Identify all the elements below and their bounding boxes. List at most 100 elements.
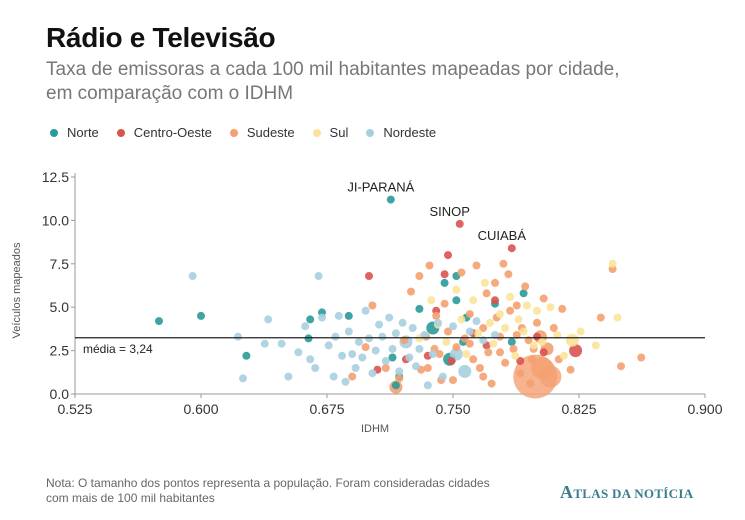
data-point-norte <box>440 278 449 287</box>
legend-label: Sudeste <box>246 125 295 140</box>
data-point-norte <box>388 353 397 362</box>
y-tick-label: 2.5 <box>50 343 70 359</box>
data-point-sudeste <box>512 331 521 339</box>
y-axis-label: Veículos mapeados <box>11 242 23 339</box>
data-point-nordeste <box>378 332 387 341</box>
data-point-nordeste <box>472 317 481 326</box>
y-tick-label: 5.0 <box>50 299 70 315</box>
legend-item-sudeste: Sudeste <box>229 125 295 140</box>
data-point-sudeste <box>528 355 536 364</box>
data-point-nordeste <box>188 272 197 280</box>
legend-dot <box>312 128 321 137</box>
data-point-nordeste <box>391 329 400 338</box>
data-point-sudeste <box>407 287 415 296</box>
data-point-sudeste <box>348 372 357 381</box>
data-point-nordeste <box>438 372 447 381</box>
scatter-plot: 0.0 2.5 5.0 7.5 10.0 12.5 0.525 0.600 0.675 0.750… <box>11 169 723 435</box>
data-point-sudeste <box>596 313 605 322</box>
x-axis-label: IDHM <box>361 423 389 435</box>
data-point-nordeste <box>428 350 437 359</box>
data-point-centro-oeste <box>507 244 516 253</box>
chart-title: Rádio e Televisão <box>46 22 276 53</box>
data-point-nordeste <box>324 341 333 350</box>
data-point-sul <box>457 315 466 324</box>
data-point-sudeste <box>444 327 452 336</box>
data-point-nordeste <box>361 306 370 315</box>
atlas-da-noticia-logo: ATLAS DA NOTÍCIA <box>560 482 693 503</box>
data-point-sul <box>452 285 461 294</box>
data-point-sudeste <box>475 364 484 372</box>
data-point-nordeste <box>371 346 380 355</box>
data-point-nordeste <box>264 315 273 324</box>
data-point-norte <box>242 351 251 360</box>
data-point-sudeste <box>617 362 625 371</box>
legend-item-centro-oeste: Centro-Oeste <box>116 125 212 140</box>
data-point-nordeste <box>458 364 472 378</box>
data-point-sul <box>501 324 510 332</box>
legend-item-norte: Norte <box>50 125 99 140</box>
data-point-centro-oeste <box>440 270 449 279</box>
x-tick-label: 0.750 <box>435 401 470 417</box>
data-point-sudeste <box>479 372 488 381</box>
data-point-nordeste <box>294 348 303 357</box>
data-point-norte <box>344 311 353 320</box>
legend-item-sul: Sul <box>312 125 349 140</box>
data-point-sudeste <box>549 324 558 332</box>
data-point-norte <box>386 195 395 204</box>
y-tick-label: 12.5 <box>42 169 69 185</box>
logo-initial: A <box>560 482 574 502</box>
data-point-nordeste <box>375 320 384 329</box>
data-point-norte <box>306 315 315 324</box>
annotation-label: CUIABÁ <box>478 228 527 243</box>
annotation-label: SINOP <box>429 204 469 219</box>
data-point-sul <box>576 327 585 336</box>
data-point-sudeste <box>539 365 562 388</box>
data-point-centro-oeste <box>365 272 373 280</box>
data-point-sul <box>591 341 600 350</box>
data-point-sudeste <box>491 278 499 287</box>
y-tick-label: 10.0 <box>42 212 69 228</box>
data-point-nordeste <box>239 374 247 383</box>
data-point-centro-oeste <box>539 348 548 357</box>
data-point-sudeste <box>506 306 515 315</box>
logo-rest: TLAS DA NOTÍCIA <box>573 486 694 501</box>
data-point-sudeste <box>521 282 530 291</box>
data-point-nordeste <box>314 272 323 280</box>
footnote: Nota: O tamanho dos pontos representa a … <box>46 476 490 505</box>
data-point-sul <box>533 306 541 315</box>
data-point-sudeste <box>512 301 521 310</box>
data-point-nordeste <box>465 327 474 336</box>
data-point-sul <box>546 303 555 312</box>
data-point-sudeste <box>533 318 541 327</box>
data-point-sudeste <box>637 353 646 362</box>
data-point-sudeste <box>425 261 434 270</box>
annotation-label: JI-PARANÁ <box>347 180 414 195</box>
data-point-sul <box>511 351 520 360</box>
data-point-nordeste <box>318 313 326 322</box>
data-point-nordeste <box>344 327 353 336</box>
data-point-sudeste <box>368 301 377 310</box>
data-point-centro-oeste <box>569 344 583 358</box>
data-point-sudeste <box>465 339 474 348</box>
data-point-sul <box>506 292 515 301</box>
data-point-centro-oeste <box>516 357 525 365</box>
data-point-sudeste <box>435 350 444 359</box>
data-point-sul <box>427 296 436 305</box>
data-point-nordeste <box>351 364 360 372</box>
data-point-nordeste <box>260 339 269 348</box>
data-point-sudeste <box>472 261 481 270</box>
data-point-sul <box>462 350 471 359</box>
mean-label: média = 3,24 <box>83 342 153 356</box>
legend-dot <box>116 128 125 137</box>
data-point-nordeste <box>449 322 457 331</box>
data-point-nordeste <box>331 332 340 341</box>
data-point-nordeste <box>381 357 390 365</box>
legend-dot <box>229 128 238 137</box>
x-tick-label: 0.675 <box>309 401 344 417</box>
data-point-norte <box>155 317 163 326</box>
data-point-sul <box>480 278 489 287</box>
data-point-nordeste <box>341 377 350 386</box>
legend-label: Sul <box>329 125 349 140</box>
data-point-sudeste <box>479 324 488 332</box>
data-point-norte <box>519 289 528 298</box>
